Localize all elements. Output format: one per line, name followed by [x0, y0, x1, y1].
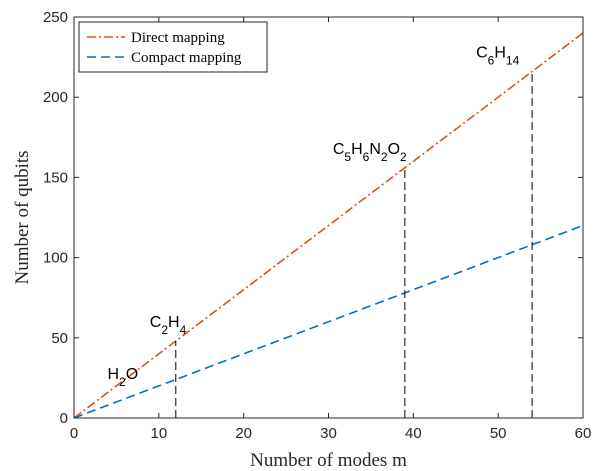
x-tick-label: 10 — [150, 425, 167, 442]
x-axis-title: Number of modes m — [250, 450, 407, 471]
molecule-label-c5h6n2o2: C5H6N2O2 — [333, 141, 407, 164]
x-tick-label: 40 — [405, 425, 422, 442]
series-line-direct — [73, 32, 584, 419]
molecule-labels: H2O C2H4 C5H6N2O2 C6H14 — [107, 45, 519, 389]
y-tick-label: 250 — [43, 9, 68, 26]
molecule-marker-layer — [175, 71, 533, 418]
series-line-compact — [73, 224, 584, 419]
plot-area-frame — [73, 16, 584, 419]
x-tick-label: 20 — [235, 425, 252, 442]
x-tick-label: 50 — [490, 425, 507, 442]
y-axis-title: Number of qubits — [12, 150, 33, 284]
legend: Direct mapping Compact mapping — [78, 21, 268, 73]
axis-ticks: 0 10 20 30 40 50 60 0 50 100 150 200 250 — [43, 9, 591, 442]
y-tick-label: 200 — [43, 89, 68, 106]
molecule-label-h2o: H2O — [107, 366, 138, 389]
x-tick-label: 60 — [575, 425, 592, 442]
legend-label-compact: Compact mapping — [131, 50, 242, 66]
x-tick-label: 30 — [320, 425, 337, 442]
y-tick-label: 100 — [43, 250, 68, 267]
x-tick-label: 0 — [70, 425, 78, 442]
y-tick-label: 0 — [60, 410, 68, 427]
molecule-label-c6h14: C6H14 — [476, 45, 519, 68]
series-layer — [73, 32, 584, 419]
legend-label-direct: Direct mapping — [131, 30, 225, 46]
legend-box — [78, 21, 268, 73]
y-tick-label: 150 — [43, 169, 68, 186]
molecule-label-c2h4: C2H4 — [150, 314, 187, 337]
y-tick-label: 50 — [51, 330, 68, 347]
